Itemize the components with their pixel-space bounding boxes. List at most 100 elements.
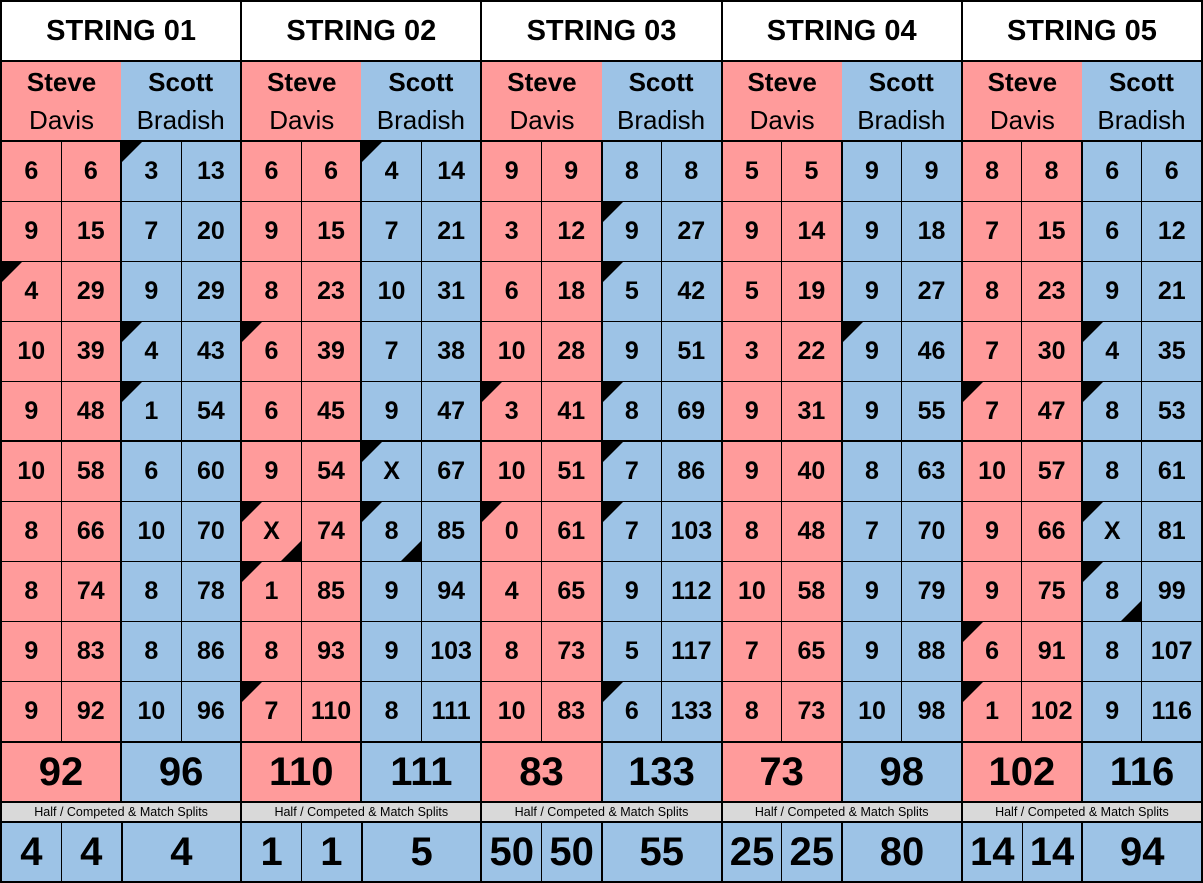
running-total: 29 <box>60 262 121 321</box>
running-total: 70 <box>180 502 241 561</box>
running-total: 83 <box>540 682 601 741</box>
frame-score: 6 <box>242 142 301 201</box>
player-first-name: Steve <box>267 67 337 97</box>
running-total: 73 <box>540 622 601 681</box>
frame-row: 8 23 9 21 <box>962 262 1202 322</box>
frames-grid: 6 6 4 14 9 15 7 21 8 23 10 31 6 39 7 38 6 45 9 47 9 54 X 67 X 74 8… <box>242 142 481 742</box>
frame-score: 6 <box>2 142 61 201</box>
frame-row: 8 73 10 98 <box>722 682 961 742</box>
frame-score: 9 <box>722 442 782 501</box>
frame-score: 9 <box>840 142 902 201</box>
running-total: 78 <box>180 562 241 621</box>
frame-row: 8 74 8 78 <box>2 562 241 622</box>
frame-row: 8 93 9 103 <box>242 622 481 682</box>
player-last-name: Bradish <box>136 105 225 135</box>
player-name: Scott Bradish <box>601 62 721 140</box>
string-column: STRING 04 Steve Davis Scott Bradish 5 5 9 9 9 14 9 1… <box>720 2 961 881</box>
running-total: 55 <box>901 382 961 440</box>
frame-score: 9 <box>360 382 421 440</box>
string-title: STRING 02 <box>242 2 481 62</box>
frame-score: 9 <box>120 262 181 321</box>
frame-score: 1 <box>962 682 1022 741</box>
frame-score: 10 <box>2 442 61 501</box>
string-column: STRING 03 Steve Davis Scott Bradish 9 9 8 8 3 12 9 2… <box>480 2 721 881</box>
frame-score: 7 <box>962 382 1022 440</box>
player-names: Steve Davis Scott Bradish <box>482 62 721 142</box>
splits-label: Half / Competed & Match Splits <box>2 803 241 823</box>
frame-row: 10 28 9 51 <box>482 322 721 382</box>
frame-score: 9 <box>2 682 61 741</box>
string-totals: 92 96 <box>2 742 241 803</box>
running-total: 94 <box>420 562 481 621</box>
running-total: 73 <box>781 682 841 741</box>
running-total: 9 <box>540 142 601 201</box>
frame-score: 9 <box>360 562 421 621</box>
player-first-name: Steve <box>747 67 817 97</box>
frame-score: 3 <box>482 202 541 261</box>
running-total: 53 <box>1141 382 1201 440</box>
running-total: 5 <box>781 142 841 201</box>
frame-score: 8 <box>722 502 782 561</box>
player-last-name: Davis <box>749 105 815 135</box>
frame-score: 9 <box>840 382 902 440</box>
running-total: 43 <box>180 322 241 381</box>
frame-score: 10 <box>120 682 181 741</box>
running-total: 14 <box>420 142 481 201</box>
frame-score: 8 <box>360 682 421 741</box>
frame-row: 9 75 8 99 <box>962 562 1202 622</box>
split-value: 50 <box>489 829 535 874</box>
frame-score: 9 <box>722 382 782 440</box>
running-total: 20 <box>180 202 241 261</box>
frame-row: 10 51 7 86 <box>482 442 721 502</box>
splits-label: Half / Competed & Match Splits <box>482 803 721 823</box>
frame-score: 8 <box>722 682 782 741</box>
running-total: 116 <box>1141 682 1201 741</box>
frame-row: 3 41 8 69 <box>482 382 721 442</box>
running-total: 8 <box>1021 142 1081 201</box>
string-column: STRING 05 Steve Davis Scott Bradish 8 8 6 6 7 15 6 1… <box>960 2 1202 881</box>
frame-score: X <box>360 442 421 501</box>
running-total: 23 <box>1021 262 1081 321</box>
running-total: 133 <box>661 682 721 741</box>
frame-score: 9 <box>1080 682 1142 741</box>
player1-total: 73 <box>722 743 841 801</box>
frame-row: 9 15 7 20 <box>2 202 241 262</box>
running-total: 91 <box>1021 622 1081 681</box>
frames-grid: 5 5 9 9 9 14 9 18 5 19 9 27 3 22 9 46 9 31 9 55 9 40 8 63 8 48 7 70… <box>722 142 961 742</box>
frame-score: 8 <box>2 562 61 621</box>
player-last-name: Bradish <box>1097 105 1186 135</box>
player-last-name: Bradish <box>376 105 465 135</box>
frame-score: 9 <box>722 202 782 261</box>
frame-score: 8 <box>2 502 61 561</box>
frame-score: 7 <box>600 442 662 501</box>
running-total: 46 <box>901 322 961 381</box>
frame-score: 7 <box>600 502 662 561</box>
running-total: 61 <box>540 502 601 561</box>
running-total: 8 <box>661 142 721 201</box>
frame-score: 8 <box>120 562 181 621</box>
player-name: Steve Davis <box>2 62 122 140</box>
running-total: 31 <box>420 262 481 321</box>
frame-score: 9 <box>840 202 902 261</box>
frame-row: 8 66 10 70 <box>2 502 241 562</box>
frame-row: 3 12 9 27 <box>482 202 721 262</box>
running-total: 60 <box>180 442 241 501</box>
split-value: 5 <box>360 823 481 881</box>
running-total: 66 <box>60 502 121 561</box>
frame-row: X 74 8 85 <box>242 502 481 562</box>
split-value: 25 <box>781 823 841 881</box>
frame-score: 10 <box>482 682 541 741</box>
frame-row: 10 83 6 133 <box>482 682 721 742</box>
frame-row: 0 61 7 103 <box>482 502 721 562</box>
frame-row: 7 65 9 88 <box>722 622 961 682</box>
split-value: 50 <box>541 823 601 881</box>
frame-score: 9 <box>242 442 301 501</box>
running-total: 51 <box>661 322 721 381</box>
running-total: 74 <box>300 502 361 561</box>
splits-row: 50 50 55 <box>482 823 721 881</box>
frame-score: 7 <box>962 322 1022 381</box>
frame-score: 9 <box>482 142 541 201</box>
frame-row: 5 19 9 27 <box>722 262 961 322</box>
frame-score: 10 <box>482 442 541 501</box>
running-total: 66 <box>1021 502 1081 561</box>
